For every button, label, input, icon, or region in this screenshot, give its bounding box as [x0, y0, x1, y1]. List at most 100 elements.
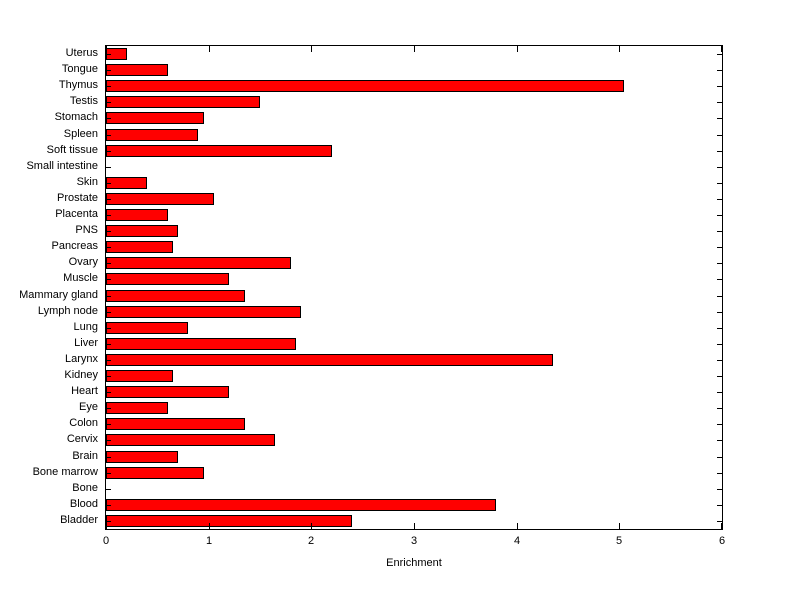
x-tick-label-1: 1: [205, 535, 213, 547]
y-tick-label-cervix: Cervix: [66, 433, 98, 445]
y-tick-label-skin: Skin: [76, 176, 98, 188]
y-tick-left: [106, 408, 111, 409]
y-tick-left: [106, 102, 111, 103]
x-tick-top: [517, 46, 518, 52]
y-tick-right: [717, 102, 722, 103]
y-tick-right: [717, 376, 722, 377]
y-tick-left: [106, 473, 111, 474]
y-tick-label-eye: Eye: [79, 401, 98, 413]
y-tick-left: [106, 521, 111, 522]
y-tick-right: [717, 424, 722, 425]
bar-tongue: [106, 64, 168, 76]
x-tick-top: [721, 46, 722, 52]
y-tick-left: [106, 247, 111, 248]
y-tick-label-bladder: Bladder: [60, 514, 98, 526]
y-tick-right: [717, 118, 722, 119]
bar-bladder: [106, 515, 352, 527]
y-tick-label-soft-tissue: Soft tissue: [46, 144, 98, 156]
y-tick-right: [717, 473, 722, 474]
y-tick-label-spleen: Spleen: [63, 128, 98, 140]
x-tick-bottom: [517, 523, 518, 529]
y-tick-right: [717, 54, 722, 55]
y-tick-right: [717, 328, 722, 329]
x-tick-label-0: 0: [102, 535, 110, 547]
y-tick-label-larynx: Larynx: [64, 353, 98, 365]
y-tick-right: [717, 135, 722, 136]
bar-kidney: [106, 370, 173, 382]
bar-ovary: [106, 257, 291, 269]
y-tick-label-muscle: Muscle: [63, 272, 98, 284]
y-tick-right: [717, 183, 722, 184]
y-tick-right: [717, 86, 722, 87]
y-tick-left: [106, 167, 111, 168]
y-tick-right: [717, 440, 722, 441]
bar-eye: [106, 402, 168, 414]
x-tick-bottom: [721, 523, 722, 529]
y-tick-left: [106, 457, 111, 458]
bar-mammary-gland: [106, 290, 245, 302]
x-axis-title: Enrichment: [386, 557, 442, 569]
y-tick-right: [717, 489, 722, 490]
y-tick-label-bone: Bone: [72, 482, 98, 494]
y-tick-label-thymus: Thymus: [58, 79, 98, 91]
bar-liver: [106, 338, 296, 350]
y-tick-right: [717, 296, 722, 297]
x-tick-top: [414, 46, 415, 52]
bar-soft-tissue: [106, 145, 332, 157]
y-tick-left: [106, 312, 111, 313]
bar-skin: [106, 177, 147, 189]
y-tick-right: [717, 263, 722, 264]
bar-bone-marrow: [106, 467, 204, 479]
y-tick-left: [106, 328, 111, 329]
y-tick-left: [106, 263, 111, 264]
y-tick-right: [717, 199, 722, 200]
y-tick-left: [106, 215, 111, 216]
bar-colon: [106, 418, 245, 430]
y-tick-left: [106, 231, 111, 232]
y-tick-label-heart: Heart: [71, 385, 98, 397]
bar-cervix: [106, 434, 275, 446]
y-tick-left: [106, 135, 111, 136]
y-tick-label-uterus: Uterus: [65, 47, 98, 59]
y-tick-right: [717, 392, 722, 393]
y-tick-right: [717, 521, 722, 522]
y-tick-label-stomach: Stomach: [54, 111, 98, 123]
y-tick-left: [106, 392, 111, 393]
y-tick-right: [717, 167, 722, 168]
y-tick-right: [717, 457, 722, 458]
x-tick-bottom: [311, 523, 312, 529]
y-tick-label-pns: PNS: [75, 224, 98, 236]
y-tick-right: [717, 408, 722, 409]
y-tick-left: [106, 505, 111, 506]
y-tick-left: [106, 376, 111, 377]
y-tick-label-lymph-node: Lymph node: [37, 305, 98, 317]
bar-thymus: [106, 80, 624, 92]
bar-lymph-node: [106, 306, 301, 318]
x-tick-label-5: 5: [615, 535, 623, 547]
x-tick-top: [106, 46, 107, 52]
y-tick-right: [717, 215, 722, 216]
y-tick-right: [717, 279, 722, 280]
bar-heart: [106, 386, 229, 398]
y-tick-label-tongue: Tongue: [61, 63, 98, 75]
x-tick-bottom: [209, 523, 210, 529]
y-tick-right: [717, 231, 722, 232]
plot-area: [105, 45, 723, 530]
x-tick-top: [209, 46, 210, 52]
x-tick-label-2: 2: [307, 535, 315, 547]
y-tick-label-prostate: Prostate: [57, 192, 98, 204]
bar-larynx: [106, 354, 553, 366]
y-tick-left: [106, 118, 111, 119]
y-tick-label-colon: Colon: [69, 417, 98, 429]
y-tick-label-small-intestine: Small intestine: [26, 160, 98, 172]
y-tick-left: [106, 70, 111, 71]
y-tick-label-kidney: Kidney: [64, 369, 98, 381]
y-tick-label-liver: Liver: [74, 337, 98, 349]
x-tick-bottom: [619, 523, 620, 529]
bar-testis: [106, 96, 260, 108]
bar-pns: [106, 225, 178, 237]
y-tick-left: [106, 183, 111, 184]
y-tick-left: [106, 440, 111, 441]
y-tick-left: [106, 489, 111, 490]
y-tick-label-brain: Brain: [72, 450, 98, 462]
